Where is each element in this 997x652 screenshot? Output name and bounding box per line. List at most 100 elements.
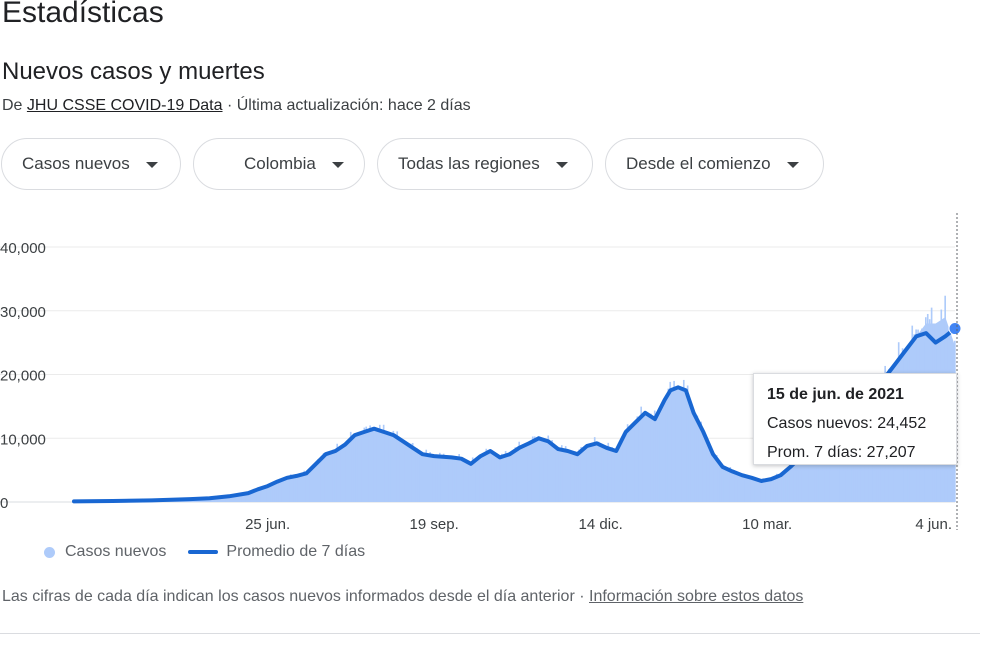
bar [634, 424, 637, 502]
chart-tooltip: 15 de jun. de 2021 Casos nuevos: 24,452 … [753, 373, 957, 465]
bar [679, 394, 681, 502]
bar [520, 446, 522, 502]
bar [464, 464, 466, 502]
bar [803, 453, 805, 502]
bar [785, 469, 788, 502]
bar [274, 481, 277, 502]
bar [378, 424, 381, 502]
bar [245, 493, 247, 502]
bar [737, 475, 739, 502]
bar [510, 456, 513, 502]
date-range-select[interactable]: Desde el comienzo [605, 138, 824, 190]
bar [462, 458, 464, 502]
bar [419, 454, 422, 502]
bar [289, 474, 292, 502]
chevron-down-icon [786, 162, 799, 168]
legend-line-icon [188, 550, 219, 554]
chevron-down-icon [331, 162, 344, 168]
bar [791, 463, 794, 502]
bar [586, 452, 588, 502]
bar [264, 487, 267, 502]
bar [669, 381, 672, 502]
bar [572, 458, 575, 502]
bar [278, 481, 280, 502]
bar [729, 467, 732, 502]
bar [293, 475, 296, 502]
bar [363, 427, 366, 502]
bar [468, 461, 470, 502]
bar [491, 450, 493, 502]
bar [216, 497, 218, 502]
y-tick-label: 40,000 [0, 240, 46, 257]
bar [413, 450, 416, 502]
x-tick-label: 10 mar. [742, 516, 792, 533]
bar [543, 442, 546, 502]
bar [818, 430, 821, 502]
date-range-select-label: Desde el comienzo [626, 154, 771, 173]
region-select[interactable]: Todas las regiones [377, 138, 593, 190]
bar [671, 389, 673, 502]
bar [303, 470, 306, 502]
bar [287, 476, 290, 502]
bar [272, 483, 275, 502]
bar [568, 454, 571, 502]
bar [384, 435, 387, 502]
bar [533, 436, 536, 502]
bar [609, 448, 612, 502]
bar [229, 495, 232, 502]
bar [651, 420, 654, 502]
x-tick-label: 19 sep. [410, 516, 459, 533]
bar [499, 456, 501, 502]
bar [438, 452, 441, 502]
bar [411, 442, 414, 502]
bar [787, 470, 790, 502]
bar [506, 457, 509, 502]
x-tick-label: 14 dic. [579, 516, 623, 533]
bar [801, 458, 803, 502]
source-link[interactable]: JHU CSSE COVID-19 Data [26, 97, 223, 114]
bar [373, 429, 375, 502]
bar [415, 447, 418, 502]
country-select[interactable]: Colombia [193, 138, 365, 190]
bar [361, 436, 364, 502]
bar [553, 449, 555, 502]
bar [741, 477, 743, 502]
y-tick-label: 10,000 [0, 431, 46, 448]
bar [282, 481, 284, 502]
metric-select[interactable]: Casos nuevos [1, 138, 181, 190]
bar [338, 450, 340, 502]
footnote: Las cifras de cada día indican los casos… [2, 588, 803, 606]
bar [549, 443, 551, 502]
bar [386, 435, 389, 502]
bar [516, 449, 519, 502]
bar [603, 446, 606, 502]
bar [526, 450, 528, 502]
bar [394, 437, 397, 502]
y-tick-label: 20,000 [0, 368, 46, 385]
bar [535, 439, 538, 502]
bar [620, 436, 623, 502]
bar [371, 436, 373, 502]
bar [648, 423, 650, 502]
footnote-text: Las cifras de cada día indican los casos… [2, 588, 589, 605]
bar [814, 443, 817, 502]
data-info-link[interactable]: Información sobre estos datos [589, 588, 804, 605]
bar [423, 455, 426, 502]
bar [433, 459, 435, 502]
bar [471, 457, 474, 502]
bar [225, 496, 228, 502]
bar [686, 385, 689, 502]
bar [615, 455, 617, 502]
bar [489, 449, 491, 502]
bar [797, 463, 799, 502]
bar [531, 436, 534, 502]
x-tick-label: 25 jun. [245, 516, 290, 533]
bar [336, 443, 338, 502]
bar [713, 455, 716, 502]
updated-text: · Última actualización: hace 2 días [226, 97, 471, 114]
bar [396, 431, 399, 502]
bar [409, 443, 412, 502]
bar [357, 441, 360, 502]
bar [795, 459, 797, 502]
bar [799, 457, 801, 502]
